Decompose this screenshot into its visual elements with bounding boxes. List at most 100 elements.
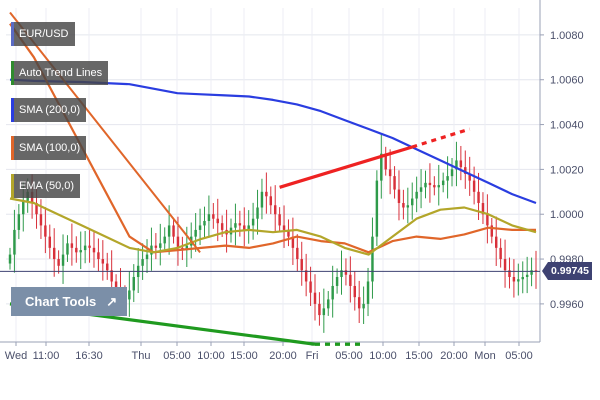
candle-body bbox=[388, 169, 392, 177]
grid bbox=[6, 8, 540, 342]
candle-body bbox=[198, 225, 202, 230]
candle-body bbox=[521, 276, 524, 280]
x-tick-label: 05:00 bbox=[505, 350, 533, 362]
candle-body bbox=[79, 250, 82, 253]
candle-body bbox=[176, 236, 180, 248]
candle-body bbox=[494, 236, 498, 248]
y-tick-label: 1.0000 bbox=[550, 209, 584, 221]
candle-body bbox=[75, 247, 78, 253]
candle-body bbox=[371, 236, 374, 282]
candle-body bbox=[357, 297, 361, 309]
candle-body bbox=[278, 214, 281, 226]
candle-body bbox=[66, 243, 69, 255]
x-tick-label: 05:00 bbox=[163, 350, 191, 362]
candle-body bbox=[110, 270, 113, 282]
candle-body bbox=[393, 176, 396, 190]
candle-body bbox=[353, 285, 356, 298]
y-tick-label: 1.0060 bbox=[550, 75, 584, 87]
candle-body bbox=[172, 225, 175, 237]
candle-body bbox=[441, 180, 445, 186]
indicator-line-sma100 bbox=[9, 23, 536, 254]
candle-body bbox=[8, 254, 12, 264]
chart-tools-button[interactable]: Chart Tools ↗ bbox=[11, 287, 128, 316]
legend-item-sma200[interactable]: SMA (200,0) bbox=[11, 98, 87, 122]
candle-body bbox=[92, 247, 96, 253]
candle-body bbox=[481, 203, 485, 215]
candle-body bbox=[512, 276, 516, 282]
y-tick-label: 1.0040 bbox=[550, 120, 584, 132]
legend-item-ema50[interactable]: EMA (50,0) bbox=[11, 174, 81, 198]
candle-body bbox=[437, 185, 440, 188]
candle-body bbox=[300, 259, 303, 271]
candle-body bbox=[194, 229, 197, 237]
candle-body bbox=[52, 247, 56, 260]
candle-body bbox=[508, 270, 511, 277]
candle-body bbox=[304, 270, 308, 282]
candle-body bbox=[57, 259, 60, 266]
x-tick-label: 16:30 bbox=[75, 350, 103, 362]
candle-body bbox=[331, 285, 334, 300]
candle-body bbox=[70, 243, 74, 248]
candle-body bbox=[83, 245, 87, 251]
candle-body bbox=[411, 198, 414, 206]
legend-item-eurusd[interactable]: EUR/USD bbox=[11, 22, 75, 46]
x-tick-label: 05:00 bbox=[335, 350, 363, 362]
candle-body bbox=[446, 176, 449, 181]
legend-label: EUR/USD bbox=[19, 28, 69, 40]
candle-body bbox=[517, 279, 520, 282]
candle-body bbox=[309, 281, 312, 293]
candle-body bbox=[455, 160, 458, 170]
candle-body bbox=[375, 180, 379, 237]
candle-body bbox=[419, 187, 423, 192]
candle-body bbox=[44, 225, 47, 237]
x-tick-label: Thu bbox=[132, 350, 151, 362]
candle-body bbox=[472, 180, 476, 192]
candle-body bbox=[335, 276, 339, 286]
x-tick-label: 10:00 bbox=[197, 350, 225, 362]
candle-body bbox=[503, 259, 507, 271]
candle-body bbox=[433, 185, 436, 188]
candle-body bbox=[203, 220, 206, 226]
candle-body bbox=[450, 169, 454, 177]
candle-body bbox=[327, 299, 330, 309]
current-price-value: 0.99745 bbox=[551, 265, 589, 277]
x-tick-label: Mon bbox=[474, 350, 495, 362]
candle-body bbox=[380, 153, 383, 181]
candle-body bbox=[185, 245, 189, 251]
candle-body bbox=[22, 200, 25, 215]
y-tick-label: 1.0020 bbox=[550, 164, 584, 176]
candle-body bbox=[167, 225, 171, 237]
legend-label: SMA (200,0) bbox=[19, 104, 81, 116]
candle-body bbox=[464, 167, 467, 174]
trend-line-orange bbox=[9, 11, 201, 253]
candle-body bbox=[291, 236, 295, 248]
trend-line-red-extension bbox=[411, 127, 471, 149]
candle-body bbox=[154, 245, 158, 248]
candle-body bbox=[207, 214, 211, 221]
candle-body bbox=[101, 259, 105, 264]
candle-body bbox=[216, 218, 219, 224]
candle-body bbox=[247, 225, 250, 230]
current-price-tag: 0.99745 bbox=[542, 262, 592, 280]
x-tick-label: 20:00 bbox=[440, 350, 468, 362]
legend-label: Auto Trend Lines bbox=[19, 67, 103, 79]
legend-item-auto-trend-lines[interactable]: Auto Trend Lines bbox=[11, 61, 109, 85]
candle-body bbox=[141, 259, 144, 266]
candle-body bbox=[238, 223, 242, 226]
candle-body bbox=[428, 182, 432, 186]
candle-body bbox=[88, 245, 91, 248]
candle-body bbox=[530, 270, 533, 275]
candle-body bbox=[220, 223, 224, 230]
candle-body bbox=[114, 281, 118, 289]
candle-body bbox=[260, 191, 264, 208]
candle-body bbox=[499, 247, 502, 260]
legend-item-sma100[interactable]: SMA (100,0) bbox=[11, 136, 87, 160]
expand-arrow-icon: ↗ bbox=[106, 293, 118, 309]
candle-body bbox=[477, 191, 480, 204]
candle-body bbox=[490, 225, 494, 237]
candle-body bbox=[17, 214, 21, 230]
legend-label: SMA (100,0) bbox=[19, 142, 81, 154]
candle-body bbox=[384, 153, 387, 170]
